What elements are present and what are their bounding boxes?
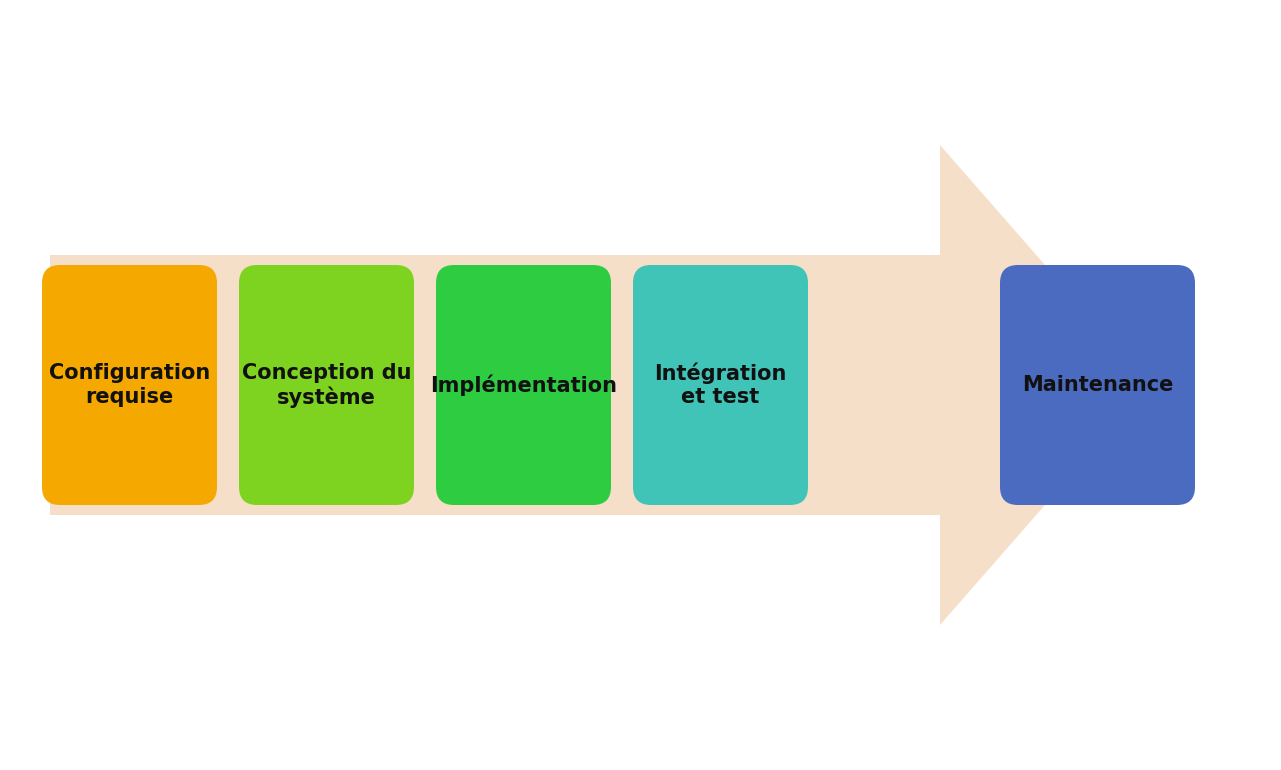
FancyBboxPatch shape	[240, 265, 414, 505]
Polygon shape	[50, 145, 1150, 625]
Text: Intégration
et test: Intégration et test	[655, 363, 787, 407]
Text: Implémentation: Implémentation	[430, 374, 617, 396]
FancyBboxPatch shape	[42, 265, 216, 505]
Text: Maintenance: Maintenance	[1022, 375, 1173, 395]
Text: Configuration
requise: Configuration requise	[49, 363, 210, 407]
Text: Conception du
système: Conception du système	[242, 363, 411, 407]
FancyBboxPatch shape	[436, 265, 611, 505]
FancyBboxPatch shape	[1000, 265, 1195, 505]
FancyBboxPatch shape	[633, 265, 808, 505]
